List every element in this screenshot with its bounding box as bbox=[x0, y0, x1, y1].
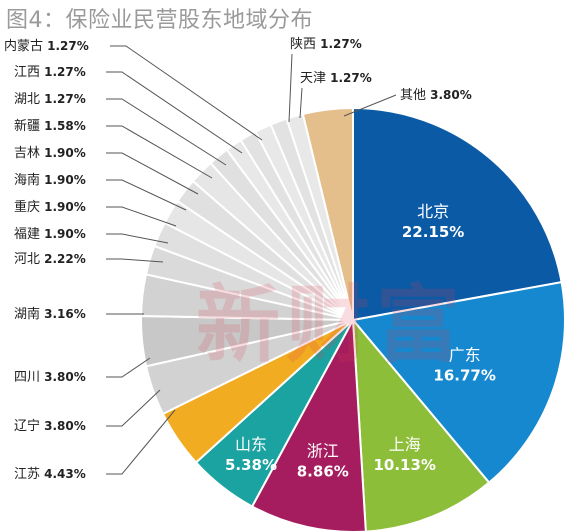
leader-line-e9878de5ba86 bbox=[106, 206, 177, 227]
slice-label-e59b9be5b79d: 四川 3.80% bbox=[14, 370, 86, 385]
slice-label-e5b1b1e4b89c: 山东 bbox=[235, 435, 267, 454]
slice-label-e6b996e58d97: 湖南 3.16% bbox=[14, 306, 86, 322]
slice-value-e58c97e4baac: 22.15% bbox=[402, 223, 464, 241]
slice-label-e8bebde5ae81: 辽宁 3.80% bbox=[14, 418, 86, 434]
slice-label-e6b19fe88b8f: 江苏 4.43% bbox=[14, 466, 86, 482]
leader-line-e99995e8a5bf bbox=[288, 53, 293, 123]
slice-label-e7a68fe5bbba: 福建 1.90% bbox=[14, 227, 86, 242]
slice-label-e58c97e4baac: 北京 bbox=[417, 202, 449, 221]
leader-line-e5a4a9e6b4a5 bbox=[299, 87, 303, 119]
slice-value-e5b1b1e4b89c: 5.38% bbox=[225, 456, 277, 474]
leader-line-e6b19fe88b8f bbox=[106, 409, 176, 475]
slice-label-e5b9bfe4b89c: 广东 bbox=[449, 345, 481, 364]
slice-label-e6b2b3e58c97: 河北 2.22% bbox=[14, 252, 86, 267]
slice-label-e696b0e79686: 新疆 1.58% bbox=[14, 118, 86, 134]
leader-line-e585b6e4bb96 bbox=[343, 94, 397, 117]
pie-slice-e5b9bfe4b89c bbox=[351, 280, 566, 484]
leader-line-e6b5b7e58d97 bbox=[106, 179, 187, 211]
slice-label-e4b88ae6b5b7: 上海 bbox=[389, 435, 421, 454]
slice-label-e59089e69e97: 吉林 1.90% bbox=[14, 146, 86, 161]
slice-label-e6b5b7e58d97: 海南 1.90% bbox=[14, 172, 86, 188]
leader-line-e6b2b3e58c97 bbox=[106, 258, 164, 263]
slice-label-e5a4a9e6b4a5: 天津 1.27% bbox=[300, 71, 372, 86]
slice-label-e99995e8a5bf: 陕西 1.27% bbox=[290, 37, 362, 52]
slice-label-e58685e89299e58fa4: 内蒙古 1.27% bbox=[4, 38, 89, 54]
pie-slices bbox=[140, 106, 566, 532]
pie-slice-e4b88ae6b5b7 bbox=[351, 317, 491, 532]
leader-line-e6b19fe8a5bf bbox=[106, 71, 243, 154]
slice-label-e6b996e58c97: 湖北 1.27% bbox=[14, 92, 86, 107]
leader-line-e696b0e79686 bbox=[106, 125, 213, 179]
leader-line-e7a68fe5bbba bbox=[106, 233, 169, 244]
leader-line-e6b996e58c97 bbox=[106, 98, 227, 166]
slice-label-e6b19fe8a5bf: 江西 1.27% bbox=[14, 65, 86, 80]
slice-value-e6b599e6b19f: 8.86% bbox=[297, 463, 349, 481]
chart-title: 图4：保险业民营股东地域分布 bbox=[6, 8, 313, 33]
leader-line-e8bebde5ae81 bbox=[106, 389, 161, 427]
slice-value-e5b9bfe4b89c: 16.77% bbox=[433, 366, 495, 384]
slice-value-e4b88ae6b5b7: 10.13% bbox=[373, 456, 435, 474]
slice-label-e6b599e6b19f: 浙江 bbox=[307, 442, 339, 461]
leader-line-e58685e89299e58fa4 bbox=[110, 45, 263, 141]
leader-line-e59b9be5b79d bbox=[106, 357, 151, 378]
slice-label-e585b6e4bb96: 其他 3.80% bbox=[400, 88, 472, 103]
pie-slice-e585b6e4bb96 bbox=[301, 106, 354, 321]
slice-labels: 北京 22.15% 广东 16.77% 上海 10.13% 浙江 8.86% 山东 5.38% 江苏… bbox=[4, 37, 496, 482]
pie-slice-e58c97e4baac bbox=[352, 106, 563, 322]
leader-line-e59089e69e97 bbox=[106, 152, 199, 195]
leader-lines bbox=[106, 45, 397, 475]
slice-label-e9878de5ba86: 重庆 1.90% bbox=[14, 199, 86, 215]
